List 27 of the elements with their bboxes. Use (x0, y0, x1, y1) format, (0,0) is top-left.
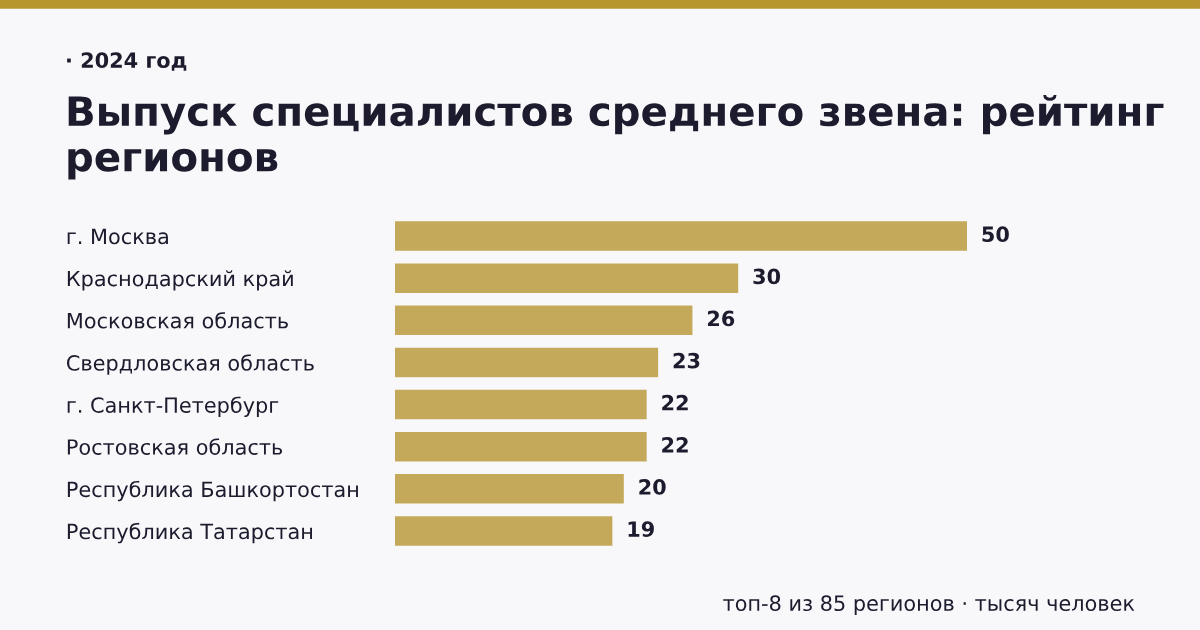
bar (395, 263, 739, 293)
bar (395, 221, 967, 251)
bar (395, 516, 613, 546)
bar (395, 389, 647, 420)
y-tick-label: Республика Татарстан (67, 522, 312, 544)
bar (395, 305, 693, 336)
y-tick-label: Московская область (67, 312, 288, 329)
chart-title: Выпуск специалистов среднего звена: рейтинг регионов (68, 95, 1164, 180)
y-tick-label: г. Санкт-Петербург (67, 396, 279, 417)
data-label: 20 (639, 479, 666, 495)
y-tick-label: Краснодарский край (67, 270, 293, 291)
data-label: 23 (673, 352, 700, 369)
y-tick-label: Свердловская область (67, 354, 314, 375)
data-label: 22 (662, 394, 688, 411)
data-label: 26 (707, 310, 735, 327)
y-tick-label: Республика Башкортостан (67, 480, 358, 502)
bar (395, 431, 647, 462)
data-label: 50 (982, 226, 1009, 243)
y-tick-label: Ростовская область (67, 438, 283, 455)
bar (395, 347, 659, 378)
data-label: 30 (753, 268, 781, 285)
bar (395, 474, 624, 504)
y-tick-label: г. Москва (67, 228, 168, 245)
text: топ-8 из 85 регионов · тысяч человек (723, 595, 1135, 616)
data-label: 22 (662, 436, 688, 453)
data-label: 19 (628, 521, 654, 537)
text: · 2024 год (67, 52, 187, 71)
